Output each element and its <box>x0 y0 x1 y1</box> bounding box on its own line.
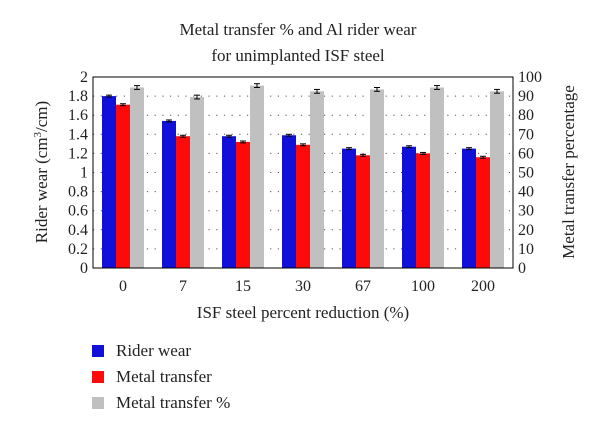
y-left-tick-label: 1.4 <box>68 126 88 143</box>
x-tick-label: 67 <box>355 278 371 295</box>
y-left-tick-label: 0.6 <box>68 203 88 220</box>
error-bars <box>106 83 500 159</box>
bar <box>116 104 130 268</box>
y-right-tick-label: 60 <box>518 145 534 162</box>
error-bar <box>494 88 500 94</box>
bar <box>402 146 416 268</box>
x-tick-label: 15 <box>235 278 251 295</box>
error-bar <box>166 119 172 123</box>
bar <box>282 135 296 268</box>
y-left-tick-label: 0.4 <box>68 222 88 239</box>
error-bar <box>360 153 366 157</box>
error-bar <box>480 155 486 159</box>
error-bar <box>374 87 380 92</box>
error-bar <box>346 147 352 151</box>
error-bar <box>466 147 472 151</box>
y-axis-right-label: Metal transfer percentage <box>559 85 578 259</box>
error-bar <box>106 94 112 98</box>
bar <box>476 157 490 268</box>
legend-swatch <box>92 345 104 357</box>
y-left-tick-label: 0.8 <box>68 184 88 201</box>
y-axis-left-label-main: Rider wear (cm <box>32 137 51 243</box>
bar <box>162 120 176 269</box>
bar <box>356 155 370 268</box>
error-bar <box>314 88 320 94</box>
error-bar <box>134 85 140 90</box>
error-bar <box>226 134 232 138</box>
y-right-tick-label: 90 <box>518 88 534 105</box>
bar <box>176 136 190 268</box>
y-left-tick-label: 1 <box>80 165 88 182</box>
bars <box>102 85 504 269</box>
x-tick-label: 0 <box>119 278 127 295</box>
x-axis-label: ISF steel percent reduction (%) <box>197 303 409 322</box>
bar <box>102 96 116 268</box>
bar <box>130 87 144 268</box>
error-bar <box>194 94 200 100</box>
legend-label: Metal transfer <box>116 367 212 386</box>
bar <box>462 148 476 268</box>
error-bar <box>286 133 292 137</box>
bar <box>490 91 504 268</box>
y-right-tick-label: 70 <box>518 126 534 143</box>
y-right-tick-label: 100 <box>518 69 542 86</box>
bar <box>416 153 430 268</box>
error-bar <box>420 151 426 155</box>
y-left-tick-label: 1.6 <box>68 107 88 124</box>
y-axis-left-label-tail: /cm) <box>32 101 51 132</box>
error-bar <box>180 134 186 138</box>
x-tick-label: 7 <box>179 278 187 295</box>
y-axis-left-label-sup: 3 <box>32 131 44 137</box>
error-bar <box>434 85 440 90</box>
x-tick-label: 30 <box>295 278 311 295</box>
y-right-tick-label: 0 <box>518 260 526 277</box>
bar <box>222 136 236 268</box>
legend-item: Metal transfer <box>92 367 212 386</box>
legend-swatch <box>92 371 104 383</box>
y-right-tick-label: 50 <box>518 165 534 182</box>
x-tick-label: 200 <box>471 278 495 295</box>
legend-label: Metal transfer % <box>116 393 230 412</box>
chart-title: Metal transfer % and Al rider wear for u… <box>180 20 417 65</box>
bar <box>236 141 250 268</box>
chart-title-line-1: Metal transfer % and Al rider wear <box>180 20 417 39</box>
y-axis-right-ticks: 0 10 20 30 40 50 60 70 80 90 100 <box>518 69 542 277</box>
y-right-tick-label: 20 <box>518 222 534 239</box>
error-bar <box>120 103 126 107</box>
x-axis-ticks: 0 7 15 30 67 100 200 <box>119 278 495 295</box>
legend-label: Rider wear <box>116 341 191 360</box>
y-right-tick-label: 10 <box>518 241 534 258</box>
bar <box>296 144 310 268</box>
y-left-tick-label: 1.2 <box>68 145 88 162</box>
y-right-tick-label: 30 <box>518 203 534 220</box>
bar <box>250 85 264 268</box>
y-right-tick-label: 40 <box>518 184 534 201</box>
bar <box>190 97 204 269</box>
legend: Rider wear Metal transfer Metal transfer % <box>92 341 230 412</box>
error-bar <box>240 140 246 144</box>
legend-item: Metal transfer % <box>92 393 230 412</box>
y-right-tick-label: 80 <box>518 107 534 124</box>
bar <box>342 148 356 268</box>
plot-frame <box>92 76 514 269</box>
bar <box>430 87 444 268</box>
error-bar <box>300 143 306 147</box>
y-axis-left-ticks: 0 0.2 0.4 0.6 0.8 1 1.2 1.4 1.6 1.8 2 <box>68 69 88 277</box>
error-bar <box>406 145 412 149</box>
legend-item: Rider wear <box>92 341 191 360</box>
y-left-tick-label: 0 <box>80 260 88 277</box>
error-bar <box>254 83 260 89</box>
y-axis-left-label: Rider wear (cm3/cm) <box>32 101 51 243</box>
y-left-tick-label: 0.2 <box>68 241 88 258</box>
legend-swatch <box>92 397 104 409</box>
chart-title-line-2: for unimplanted ISF steel <box>211 46 385 65</box>
bar <box>370 89 384 268</box>
x-tick-label: 100 <box>411 278 435 295</box>
y-left-tick-label: 1.8 <box>68 88 88 105</box>
y-left-tick-label: 2 <box>80 69 88 86</box>
bar <box>310 91 324 268</box>
